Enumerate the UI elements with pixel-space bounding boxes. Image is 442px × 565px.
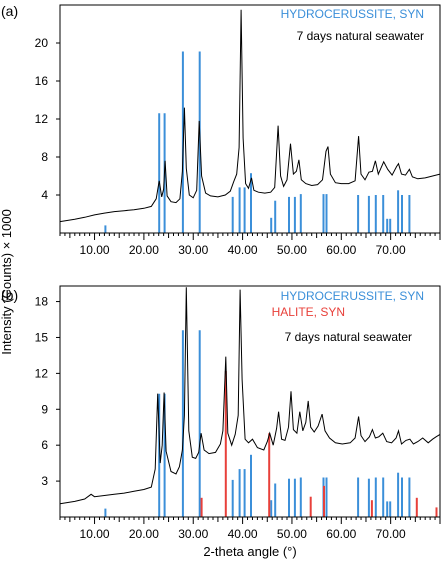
panel-a-condition-label: 7 days natural seawater <box>297 29 424 43</box>
panel-a-x-ticks: 10.00 20.00 30.00 40.00 50.00 60.00 70.00 <box>59 233 441 257</box>
y-axis-label: Intensity (Counts) × 1000 <box>0 209 14 355</box>
panel-b: (b) HYDROCERUSSITE, SYN HALITE, SYN 7 da… <box>1 285 441 541</box>
panel-a-y-ticks: 4 8 12 16 20 <box>35 36 60 202</box>
panel-a-x-tick-label-30: 30.00 <box>178 243 208 257</box>
panel-b-condition-label: 7 days natural seawater <box>285 330 412 344</box>
panel-a-y-tick-label-4: 4 <box>41 188 48 202</box>
panel-a-x-tick-label-10: 10.00 <box>80 243 110 257</box>
panel-b-legend-hydrocerussite: HYDROCERUSSITE, SYN <box>281 289 424 303</box>
panel-a-y-tick-label-12: 12 <box>35 112 49 126</box>
panel-b-x-tick-label-40: 40.00 <box>228 527 258 541</box>
panel-a-y-tick-label-8: 8 <box>41 150 48 164</box>
panel-b-y-tick-label-12: 12 <box>35 366 49 380</box>
panel-a: (a) HYDROCERUSSITE, SYN 7 days natural s… <box>1 3 441 257</box>
panel-a-y-tick-label-20: 20 <box>35 36 49 50</box>
panel-b-x-tick-label-30: 30.00 <box>178 527 208 541</box>
panel-b-y-ticks: 3 6 9 12 15 18 <box>35 295 60 488</box>
panel-b-x-tick-label-50: 50.00 <box>277 527 307 541</box>
x-axis-label: 2-theta angle (°) <box>203 544 296 559</box>
panel-b-plot-frame <box>59 285 441 518</box>
panel-b-x-tick-label-60: 60.00 <box>326 527 356 541</box>
panel-a-y-tick-label-16: 16 <box>35 74 49 88</box>
panel-a-diffraction-pattern <box>59 9 441 223</box>
panel-a-x-tick-label-70: 70.00 <box>376 243 406 257</box>
panel-b-x-ticks: 10.00 20.00 30.00 40.00 50.00 60.00 70.00 <box>59 517 441 541</box>
panel-a-legend-hydrocerussite: HYDROCERUSSITE, SYN <box>281 7 424 21</box>
panel-a-x-tick-label-20: 20.00 <box>129 243 159 257</box>
panel-b-x-tick-label-10: 10.00 <box>80 527 110 541</box>
panel-b-reference-sticks <box>104 330 438 517</box>
panel-b-y-tick-label-3: 3 <box>41 474 48 488</box>
panel-b-x-tick-label-70: 70.00 <box>376 527 406 541</box>
panel-a-x-tick-label-40: 40.00 <box>228 243 258 257</box>
panel-b-label: (b) <box>1 287 18 303</box>
panel-a-x-tick-label-50: 50.00 <box>277 243 307 257</box>
panel-a-reference-sticks <box>104 51 411 233</box>
panel-b-legend-halite: HALITE, SYN <box>272 305 345 319</box>
panel-b-x-tick-label-20: 20.00 <box>129 527 159 541</box>
panel-b-diffraction-pattern <box>59 287 441 505</box>
panel-a-x-tick-label-60: 60.00 <box>326 243 356 257</box>
panel-b-y-tick-label-15: 15 <box>35 330 49 344</box>
panel-b-y-tick-label-9: 9 <box>41 402 48 416</box>
panel-a-label: (a) <box>1 3 18 19</box>
panel-b-y-tick-label-6: 6 <box>41 438 48 452</box>
panel-b-y-tick-label-18: 18 <box>35 295 49 309</box>
